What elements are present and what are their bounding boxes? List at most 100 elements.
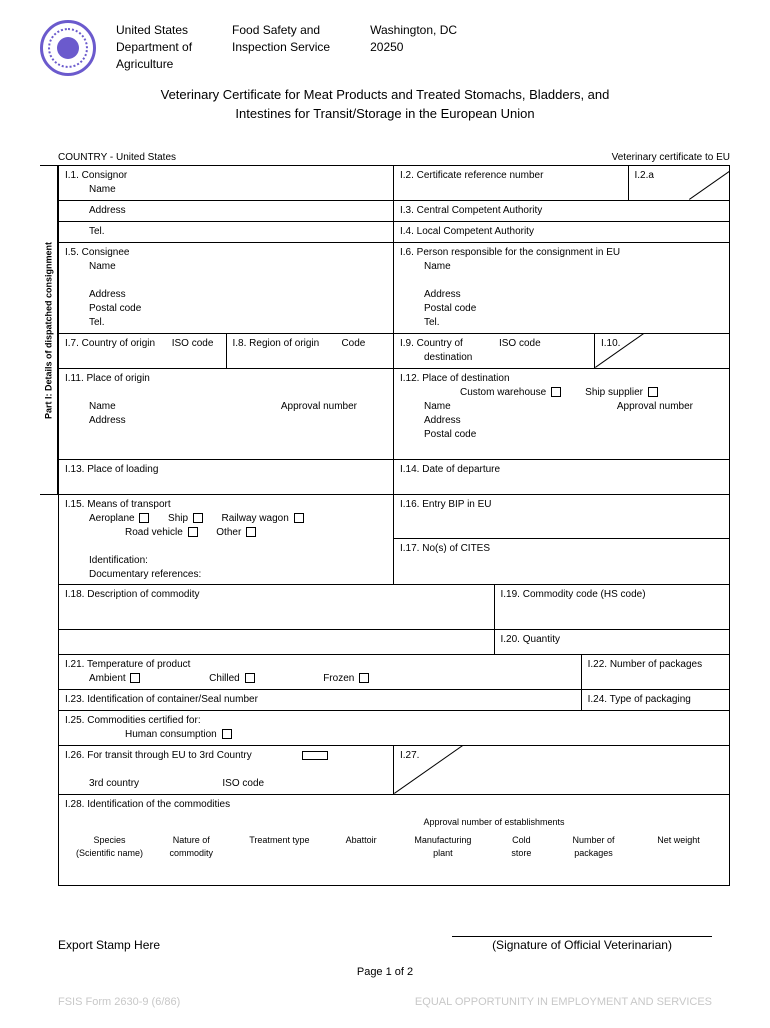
i22-num-packages: I.22. Number of packages	[582, 655, 729, 689]
col-manufacturing: Manufacturingplant	[398, 834, 488, 859]
field-sub: Tel.	[65, 316, 387, 330]
form-grid-lower: I.15. Means of transport Aeroplane Ship …	[58, 495, 730, 886]
i8-region-origin: I.8. Region of origin Code	[227, 334, 395, 368]
aeroplane-checkbox[interactable]	[139, 513, 149, 523]
page-number: Page 1 of 2	[40, 966, 730, 978]
dept-line: United States	[116, 22, 192, 39]
ambient-label: Ambient	[89, 673, 126, 684]
svc-line: Food Safety and	[232, 22, 330, 39]
signature-row: Export Stamp Here (Signature of Official…	[58, 936, 712, 952]
field-sub: Tel.	[65, 225, 387, 239]
i18-description: I.18. Description of commodity	[59, 585, 495, 629]
other-checkbox[interactable]	[246, 527, 256, 537]
footer: FSIS Form 2630-9 (6/86) EQUAL OPPORTUNIT…	[58, 996, 712, 1008]
iso-label: ISO code	[499, 338, 541, 349]
loc-line: 20250	[370, 39, 457, 56]
chilled-label: Chilled	[209, 673, 240, 684]
transit-checkbox[interactable]	[302, 751, 328, 760]
field-sub: Tel.	[400, 316, 723, 330]
field-sub: Address	[65, 414, 387, 428]
third-country-label: 3rd country	[89, 778, 139, 789]
field-sub: Name	[65, 401, 116, 412]
i20-quantity: I.20. Quantity	[495, 630, 730, 654]
field-label: I.4. Local Competent Authority	[400, 226, 534, 237]
page: United States Department of Agriculture …	[0, 0, 770, 1028]
col-cold-store: Coldstore	[496, 834, 547, 859]
field-label: I.20. Quantity	[501, 634, 560, 645]
location-block: Washington, DC 20250	[370, 22, 457, 72]
i1-addr-cell: Address	[59, 201, 394, 221]
i10: I.10.	[595, 334, 729, 368]
col-net-weight: Net weight	[640, 834, 717, 859]
usda-seal-icon	[40, 20, 96, 76]
ship-checkbox[interactable]	[193, 513, 203, 523]
field-sub: Address	[65, 288, 387, 302]
i26-transit: I.26. For transit through EU to 3rd Coun…	[59, 746, 394, 794]
i1-tel-cell: Tel.	[59, 222, 394, 242]
form-number: FSIS Form 2630-9 (6/86)	[58, 996, 180, 1008]
i2-cert-ref: I.2. Certificate reference number	[394, 166, 629, 200]
field-label: I.17. No(s) of CITES	[400, 543, 490, 554]
letterhead: United States Department of Agriculture …	[40, 20, 730, 76]
field-label: I.24. Type of packaging	[588, 694, 691, 705]
field-label: I.13. Place of loading	[65, 464, 158, 475]
field-sub: Address	[65, 204, 387, 218]
title-line: Veterinary Certificate for Meat Products…	[40, 86, 730, 105]
field-label: I.6. Person responsible for the consignm…	[400, 247, 620, 258]
ambient-checkbox[interactable]	[130, 673, 140, 683]
diagonal-icon	[689, 166, 729, 200]
i1-consignor: I.1. Consignor Name	[59, 166, 394, 200]
iso-label: ISO code	[172, 338, 214, 349]
i9-country-dest: I.9. Country of ISO code destination	[394, 334, 595, 368]
railway-wagon-checkbox[interactable]	[294, 513, 304, 523]
i21-temperature: I.21. Temperature of product Ambient Chi…	[59, 655, 582, 689]
i3-cca: I.3. Central Competent Authority	[394, 201, 729, 221]
dept-line: Department of	[116, 39, 192, 56]
certificate-to-label: Veterinary certificate to EU	[612, 152, 730, 163]
field-sub: Name	[65, 260, 387, 274]
i16-entry-bip: I.16. Entry BIP in EU	[394, 495, 729, 540]
i14-date-departure: I.14. Date of departure	[394, 460, 729, 494]
col-treatment: Treatment type	[234, 834, 324, 859]
country-row: COUNTRY - United States Veterinary certi…	[40, 152, 730, 163]
i2a: I.2.a	[629, 166, 730, 200]
field-sub: Name	[65, 183, 387, 197]
field-label: I.9. Country of	[400, 338, 463, 349]
railway-wagon-label: Railway wagon	[222, 513, 289, 524]
blank-cell	[59, 630, 495, 654]
field-label: I.14. Date of departure	[400, 464, 500, 475]
ship-supplier-checkbox[interactable]	[648, 387, 658, 397]
field-sub: Name	[400, 401, 451, 412]
field-label: I.3. Central Competent Authority	[400, 205, 542, 216]
field-label: I.25. Commodities certified for:	[65, 715, 201, 726]
i28-identification: I.28. Identification of the commodities …	[59, 795, 729, 885]
road-vehicle-label: Road vehicle	[125, 527, 183, 538]
field-label: I.19. Commodity code (HS code)	[501, 589, 646, 600]
export-stamp-label: Export Stamp Here	[58, 938, 160, 952]
ship-label: Ship	[168, 513, 188, 524]
ship-supplier-label: Ship supplier	[585, 387, 643, 398]
human-consumption-checkbox[interactable]	[222, 729, 232, 739]
road-vehicle-checkbox[interactable]	[188, 527, 198, 537]
field-label: I.15. Means of transport	[65, 499, 171, 510]
svc-line: Inspection Service	[232, 39, 330, 56]
i7-country-origin: I.7. Country of origin ISO code	[59, 334, 227, 368]
col-nature: Nature ofcommodity	[156, 834, 227, 859]
col-abattoir: Abattoir	[332, 834, 390, 859]
field-label: I.21. Temperature of product	[65, 659, 190, 670]
identification-label: Identification:	[65, 554, 387, 568]
field-sub: Address	[400, 288, 723, 302]
iso-code-label: ISO code	[222, 778, 264, 789]
frozen-checkbox[interactable]	[359, 673, 369, 683]
field-sub: Postal code	[400, 428, 723, 442]
signature-line: (Signature of Official Veterinarian)	[452, 936, 712, 952]
chilled-checkbox[interactable]	[245, 673, 255, 683]
human-consumption-label: Human consumption	[125, 729, 217, 740]
field-label: I.2. Certificate reference number	[400, 170, 543, 181]
field-sub: Postal code	[65, 302, 387, 316]
field-label: I.28. Identification of the commodities	[65, 799, 230, 810]
i15-transport: I.15. Means of transport Aeroplane Ship …	[59, 495, 394, 584]
custom-warehouse-checkbox[interactable]	[551, 387, 561, 397]
i13-place-loading: I.13. Place of loading	[59, 460, 394, 494]
field-label: I.7. Country of origin	[65, 338, 155, 349]
